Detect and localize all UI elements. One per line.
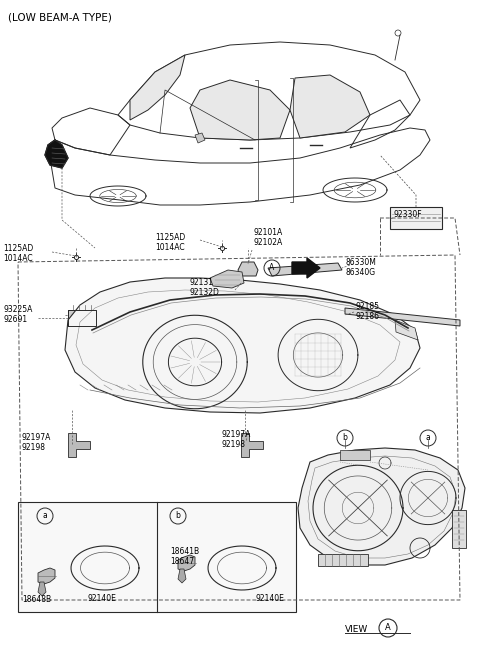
Polygon shape bbox=[395, 320, 418, 340]
FancyBboxPatch shape bbox=[340, 450, 370, 460]
Text: 92330F: 92330F bbox=[393, 210, 421, 219]
Polygon shape bbox=[178, 555, 195, 571]
FancyBboxPatch shape bbox=[390, 207, 442, 229]
FancyBboxPatch shape bbox=[68, 310, 96, 326]
FancyBboxPatch shape bbox=[18, 502, 296, 612]
Text: (LOW BEAM-A TYPE): (LOW BEAM-A TYPE) bbox=[8, 12, 112, 22]
Text: 86330M
86340G: 86330M 86340G bbox=[345, 258, 376, 277]
Text: A: A bbox=[269, 263, 275, 273]
Polygon shape bbox=[345, 308, 460, 326]
Polygon shape bbox=[130, 55, 185, 120]
Polygon shape bbox=[68, 433, 90, 457]
Text: 92185
92186: 92185 92186 bbox=[355, 302, 379, 321]
Polygon shape bbox=[195, 133, 205, 143]
Text: b: b bbox=[176, 512, 180, 520]
Polygon shape bbox=[241, 433, 263, 457]
Polygon shape bbox=[298, 448, 465, 565]
Text: 92197A
92198: 92197A 92198 bbox=[222, 430, 252, 449]
Polygon shape bbox=[210, 270, 244, 288]
Text: 1125AD
1014AC: 1125AD 1014AC bbox=[155, 233, 185, 252]
Text: b: b bbox=[343, 434, 348, 443]
Text: A: A bbox=[385, 623, 391, 633]
Text: 92140E: 92140E bbox=[88, 594, 117, 603]
Polygon shape bbox=[268, 263, 342, 276]
Polygon shape bbox=[190, 80, 290, 140]
Polygon shape bbox=[290, 75, 370, 138]
Polygon shape bbox=[45, 140, 68, 168]
Polygon shape bbox=[65, 278, 420, 413]
FancyBboxPatch shape bbox=[318, 554, 368, 566]
Polygon shape bbox=[38, 568, 55, 584]
Text: VIEW: VIEW bbox=[345, 625, 368, 635]
Polygon shape bbox=[238, 262, 258, 276]
Text: 1125AD
1014AC: 1125AD 1014AC bbox=[3, 244, 33, 263]
Text: 93225A
92691: 93225A 92691 bbox=[3, 305, 32, 325]
Text: 92140E: 92140E bbox=[255, 594, 284, 603]
Polygon shape bbox=[292, 258, 320, 278]
Text: 92197A
92198: 92197A 92198 bbox=[22, 433, 51, 453]
Text: a: a bbox=[43, 512, 48, 520]
Text: 92131
92132D: 92131 92132D bbox=[190, 278, 220, 298]
Polygon shape bbox=[38, 582, 46, 596]
Text: 18641B
18647: 18641B 18647 bbox=[170, 547, 199, 566]
Text: 92101A
92102A: 92101A 92102A bbox=[253, 228, 282, 248]
FancyBboxPatch shape bbox=[452, 510, 466, 548]
Text: a: a bbox=[426, 434, 431, 443]
Text: 18648B: 18648B bbox=[22, 595, 51, 604]
Polygon shape bbox=[178, 569, 186, 583]
